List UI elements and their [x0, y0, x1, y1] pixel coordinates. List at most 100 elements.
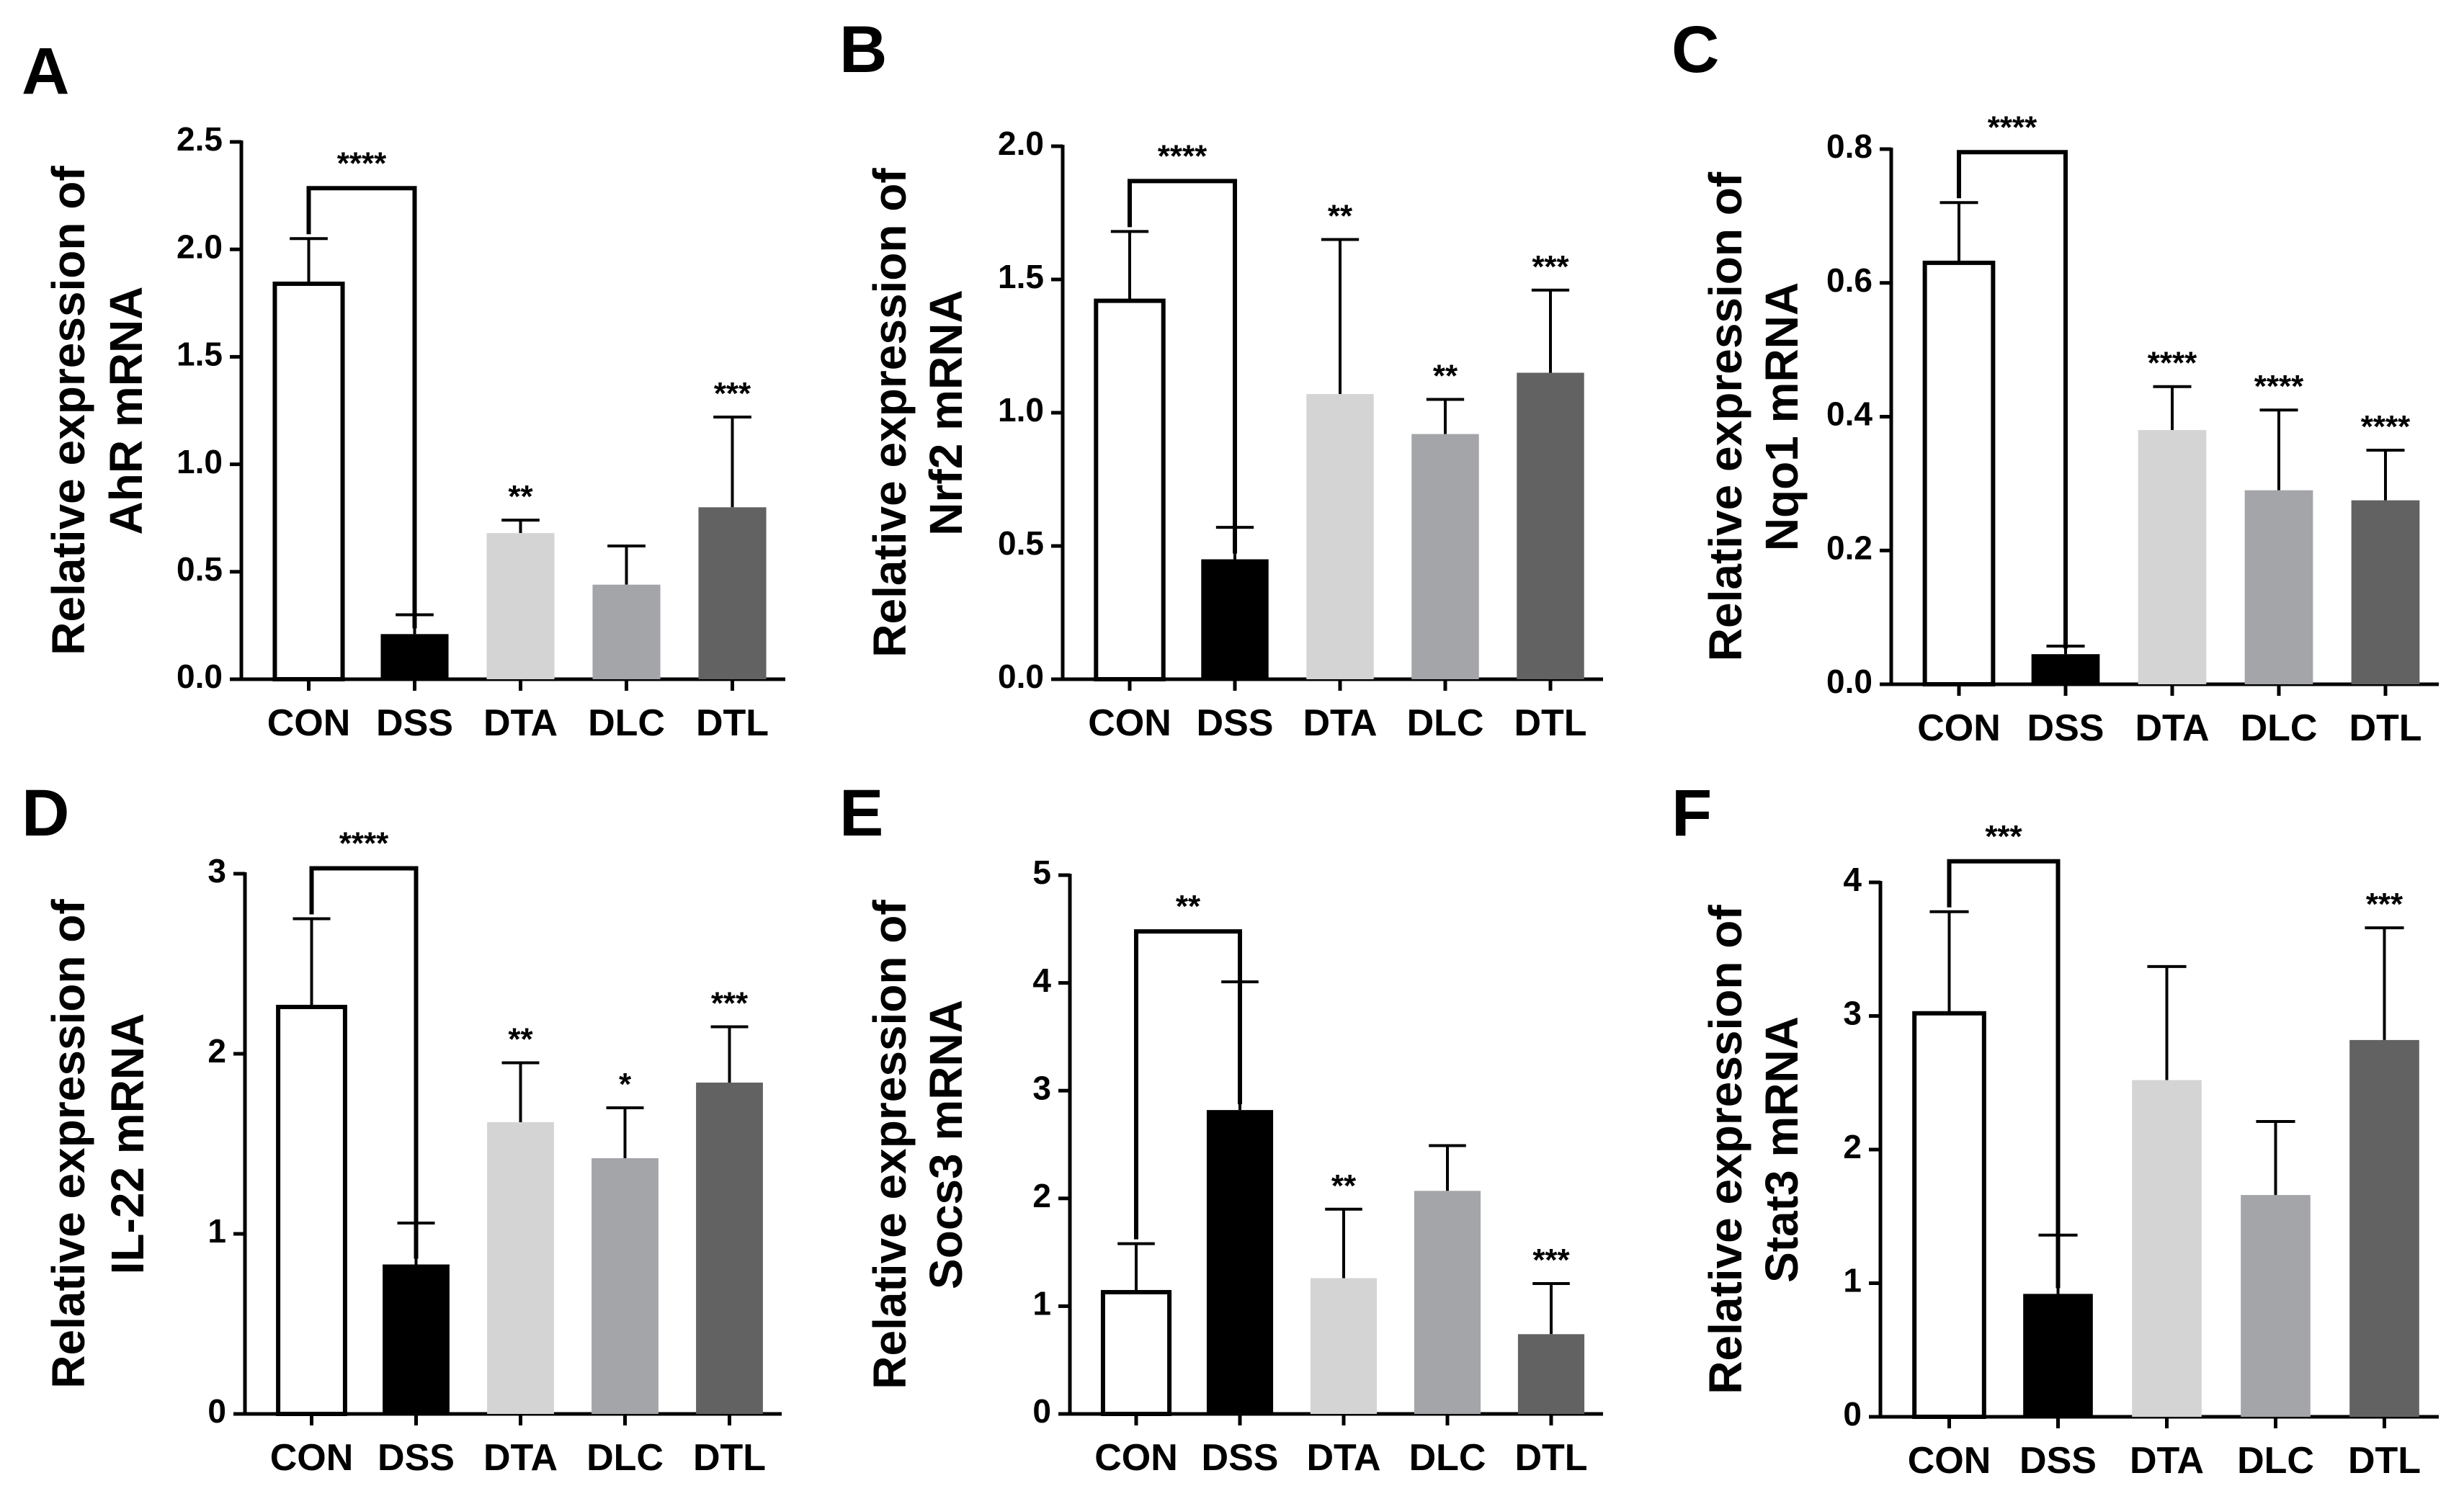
category-label: DTL [696, 702, 769, 744]
significance-stars: **** [2148, 346, 2197, 381]
bar-dss [383, 1264, 450, 1414]
category-label: DLC [1409, 1437, 1486, 1479]
bar-con [1912, 1011, 1986, 1420]
category-label: DTL [1514, 702, 1586, 744]
y-tick-label: 1.5 [998, 258, 1044, 295]
y-tick-label: 0.5 [177, 550, 223, 588]
panel-letter: D [22, 776, 69, 850]
y-tick-label: 2 [1032, 1177, 1051, 1214]
bar-dlc [2241, 1195, 2311, 1417]
category-label: DTL [1514, 1437, 1587, 1479]
category-label: DSS [1202, 1437, 1279, 1479]
y-axis-label: Relative expression of [43, 166, 94, 655]
significance-stars: *** [1532, 1242, 1570, 1278]
bar-dta [1310, 1278, 1378, 1414]
bar-dtl [2349, 1039, 2419, 1417]
comparison-bracket [306, 186, 417, 629]
y-axis-label: Relative expression of [1700, 171, 1751, 661]
category-label: CON [270, 1437, 354, 1479]
category-label: DLC [586, 1437, 664, 1479]
chart-panel-c: C Relative expression of Nqo1 mRNA 0.0 0.2 0.… [1671, 13, 2439, 749]
y-tick-label: 3 [207, 852, 226, 890]
bar-con [1100, 1289, 1172, 1417]
bar-dlc [592, 1158, 659, 1414]
y-tick-label: 1 [207, 1212, 226, 1250]
y-axis-label: Nrf2 mRNA [920, 290, 972, 535]
y-tick-label: 3 [1032, 1069, 1051, 1106]
category-label: CON [1908, 1440, 1991, 1482]
y-tick-label: 2 [1843, 1128, 1862, 1165]
y-tick-label: 5 [1032, 854, 1051, 891]
chart-panel-d: D Relative expression of IL-22 mRNA 0 1 2 3 CON… [22, 776, 782, 1479]
category-label: DTL [2348, 1440, 2421, 1482]
significance-stars: *** [714, 376, 751, 411]
category-label: DTL [2349, 707, 2421, 749]
category-label: DSS [2027, 707, 2104, 749]
bar-dtl [698, 507, 767, 679]
y-tick-label: 0 [207, 1392, 226, 1430]
y-tick-label: 4 [1032, 962, 1051, 999]
y-tick-label: 0.0 [1826, 663, 1872, 700]
panel-letter: F [1671, 776, 1712, 850]
bar-dlc [592, 584, 661, 679]
y-axis-label: AhR mRNA [100, 287, 152, 535]
bar-dlc [1411, 434, 1479, 679]
y-tick-label: 2.0 [998, 125, 1044, 162]
significance-stars: * [619, 1067, 632, 1102]
category-label: DTA [1303, 702, 1377, 744]
comparison-bracket [1134, 929, 1242, 1240]
category-label: DLC [2241, 707, 2318, 749]
category-label: DTL [693, 1437, 766, 1479]
significance-stars: ** [508, 1022, 533, 1057]
y-tick-label: 1 [1843, 1262, 1862, 1299]
category-label: DSS [1197, 702, 1274, 744]
significance-stars: ** [1328, 199, 1353, 234]
bracket-significance: **** [339, 826, 389, 861]
bar-dlc [1414, 1191, 1481, 1414]
category-label: DTA [2135, 707, 2209, 749]
bracket-significance: **** [1988, 109, 2037, 145]
y-axis-label: Relative expression of [864, 900, 916, 1389]
bar-dta [1306, 394, 1374, 679]
category-label: CON [1094, 1437, 1178, 1479]
y-axis-label: IL-22 mRNA [102, 1013, 153, 1275]
panel-letter: A [22, 35, 69, 108]
category-label: DLC [588, 702, 665, 744]
bar-dss [1206, 1110, 1274, 1414]
category-label: DLC [1407, 702, 1484, 744]
bar-con [272, 281, 345, 682]
y-tick-label: 0.0 [998, 658, 1044, 695]
significance-stars: *** [1532, 249, 1569, 285]
panel-letter: E [839, 776, 883, 850]
significance-stars: ** [508, 479, 533, 514]
bar-dlc [2244, 490, 2313, 684]
category-label: DSS [2019, 1440, 2097, 1482]
category-label: DTA [483, 702, 558, 744]
y-tick-label: 0.4 [1826, 395, 1872, 433]
bar-dtl [696, 1083, 763, 1414]
bar-dta [487, 1122, 554, 1414]
significance-stars: *** [2366, 887, 2403, 922]
category-label: CON [267, 702, 351, 744]
y-tick-label: 1.0 [998, 391, 1044, 429]
category-label: DTA [483, 1437, 558, 1479]
bar-dss [380, 634, 449, 679]
panel-letter: C [1671, 13, 1719, 86]
bar-dss [1201, 559, 1269, 679]
bracket-significance: **** [337, 145, 387, 181]
y-tick-label: 0.6 [1826, 261, 1872, 299]
panel-letter: B [839, 13, 887, 86]
bar-dta [486, 533, 555, 679]
y-tick-label: 0.2 [1826, 529, 1872, 566]
y-tick-label: 0.5 [998, 524, 1044, 562]
significance-stars: *** [711, 986, 749, 1021]
y-tick-label: 0 [1843, 1395, 1862, 1433]
y-tick-label: 2.0 [177, 228, 223, 265]
chart-panel-a: A Relative expression of AhR mRNA 0.0 0.5 1.0… [22, 35, 785, 744]
y-axis-label: Relative expression of [1700, 905, 1751, 1394]
bar-dta [2132, 1080, 2202, 1417]
y-axis-label: Nqo1 mRNA [1756, 282, 1808, 551]
bar-dss [2031, 654, 2100, 684]
y-tick-label: 0 [1032, 1392, 1051, 1430]
y-axis-label: Relative expression of [43, 899, 94, 1389]
